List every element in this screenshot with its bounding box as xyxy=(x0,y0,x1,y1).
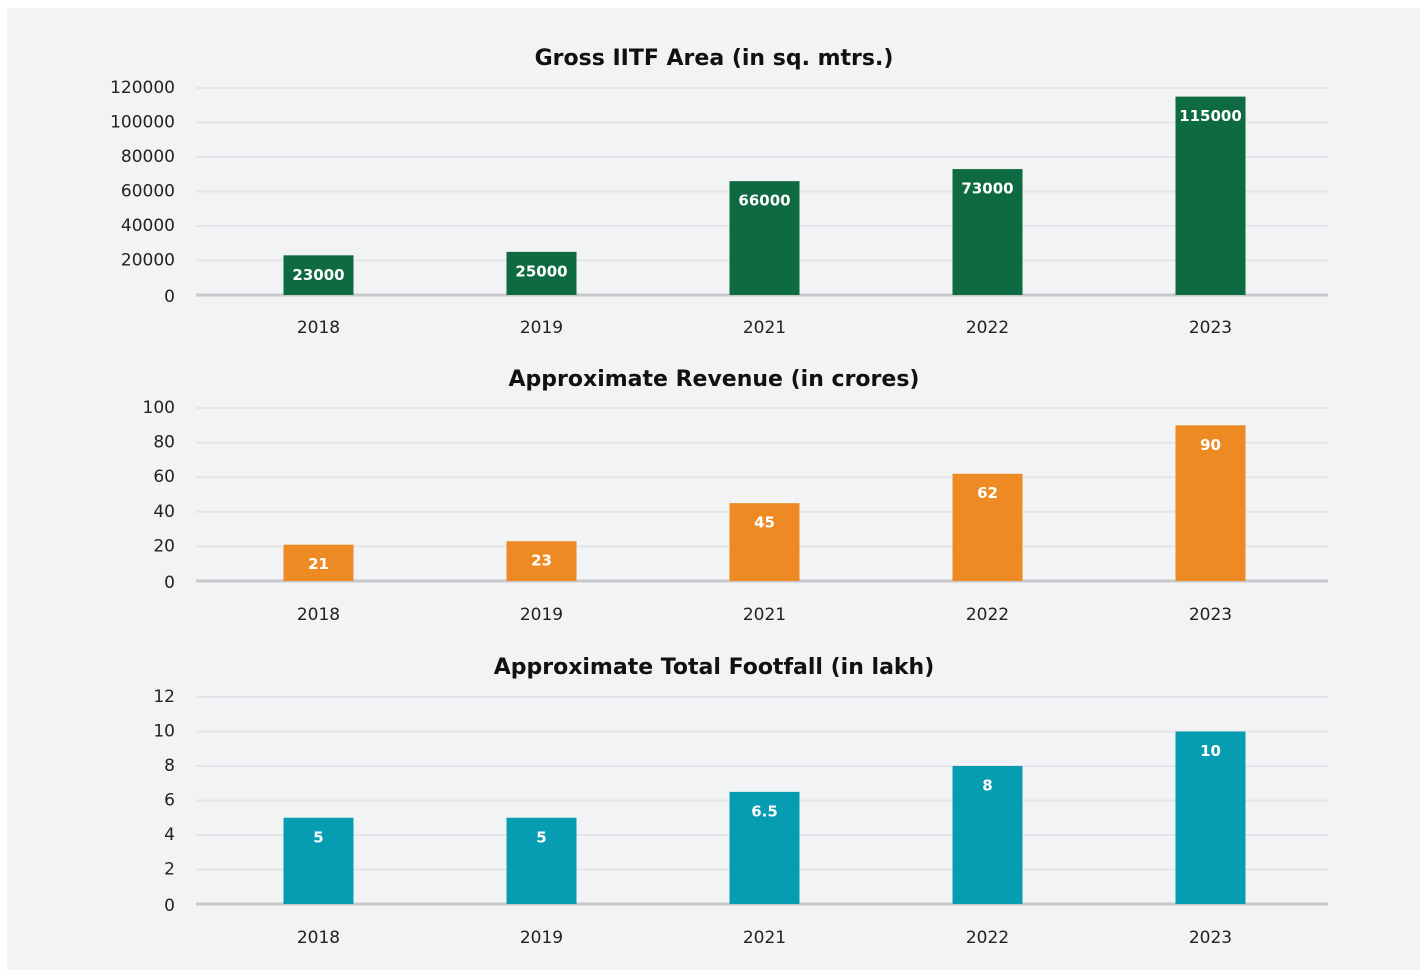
x-tick-label: 2018 xyxy=(297,605,340,625)
bar xyxy=(283,817,354,904)
x-tick-label: 2021 xyxy=(743,605,786,625)
value-label: 115000 xyxy=(1179,107,1242,125)
y-tick-label: 12 xyxy=(153,687,175,707)
y-tick-label: 40000 xyxy=(121,216,175,236)
bar xyxy=(729,791,800,904)
y-tick-label: 40 xyxy=(153,502,175,522)
value-label: 62 xyxy=(977,484,998,502)
bar xyxy=(506,817,577,904)
x-tick-label: 2019 xyxy=(520,318,563,338)
y-tick-label: 120000 xyxy=(110,78,175,98)
y-tick-label: 6 xyxy=(164,791,175,811)
y-tick-label: 100 xyxy=(143,398,175,418)
bar xyxy=(729,503,800,581)
value-label: 73000 xyxy=(961,180,1013,198)
y-tick-label: 4 xyxy=(164,825,175,845)
value-label: 6.5 xyxy=(751,802,778,820)
bar xyxy=(506,541,577,581)
x-tick-label: 2023 xyxy=(1189,928,1232,948)
y-tick-label: 20 xyxy=(153,536,175,556)
bar xyxy=(1175,425,1246,581)
value-label: 90 xyxy=(1200,436,1221,454)
bar xyxy=(1175,96,1246,295)
bar xyxy=(952,473,1023,581)
y-tick-label: 60 xyxy=(153,467,175,487)
x-tick-label: 2021 xyxy=(743,928,786,948)
y-tick-label: 80 xyxy=(153,433,175,453)
x-tick-label: 2022 xyxy=(966,605,1009,625)
chart-title: Approximate Revenue (in crores) xyxy=(509,367,920,392)
chart-title: Gross IITF Area (in sq. mtrs.) xyxy=(535,46,894,71)
bar xyxy=(1175,731,1246,904)
value-label: 25000 xyxy=(515,262,567,280)
value-label: 5 xyxy=(313,828,323,846)
y-tick-label: 0 xyxy=(164,573,175,593)
value-label: 66000 xyxy=(738,192,790,210)
bar xyxy=(952,169,1023,295)
value-label: 21 xyxy=(308,555,329,573)
x-tick-label: 2019 xyxy=(520,928,563,948)
bar xyxy=(729,181,800,295)
bar xyxy=(952,766,1023,904)
x-tick-label: 2023 xyxy=(1189,318,1232,338)
value-label: 5 xyxy=(536,828,546,846)
value-label: 8 xyxy=(982,777,992,795)
y-tick-label: 60000 xyxy=(121,182,175,202)
value-label: 10 xyxy=(1200,742,1221,760)
y-tick-label: 80000 xyxy=(121,147,175,167)
y-tick-label: 2 xyxy=(164,860,175,880)
x-tick-label: 2022 xyxy=(966,928,1009,948)
x-tick-label: 2018 xyxy=(297,318,340,338)
bar xyxy=(283,255,354,295)
x-tick-label: 2019 xyxy=(520,605,563,625)
y-tick-label: 100000 xyxy=(110,113,175,133)
y-tick-label: 20000 xyxy=(121,251,175,271)
x-tick-label: 2018 xyxy=(297,928,340,948)
y-tick-label: 0 xyxy=(164,287,175,307)
chart-title: Approximate Total Footfall (in lakh) xyxy=(494,655,935,680)
y-tick-label: 8 xyxy=(164,756,175,776)
value-label: 23000 xyxy=(292,266,344,284)
bar xyxy=(506,251,577,295)
x-tick-label: 2023 xyxy=(1189,605,1232,625)
value-label: 45 xyxy=(754,514,775,532)
x-tick-label: 2021 xyxy=(743,318,786,338)
value-label: 23 xyxy=(531,552,552,570)
y-tick-label: 0 xyxy=(164,896,175,916)
y-tick-label: 10 xyxy=(153,722,175,742)
x-tick-label: 2022 xyxy=(966,318,1009,338)
bar xyxy=(283,544,354,581)
